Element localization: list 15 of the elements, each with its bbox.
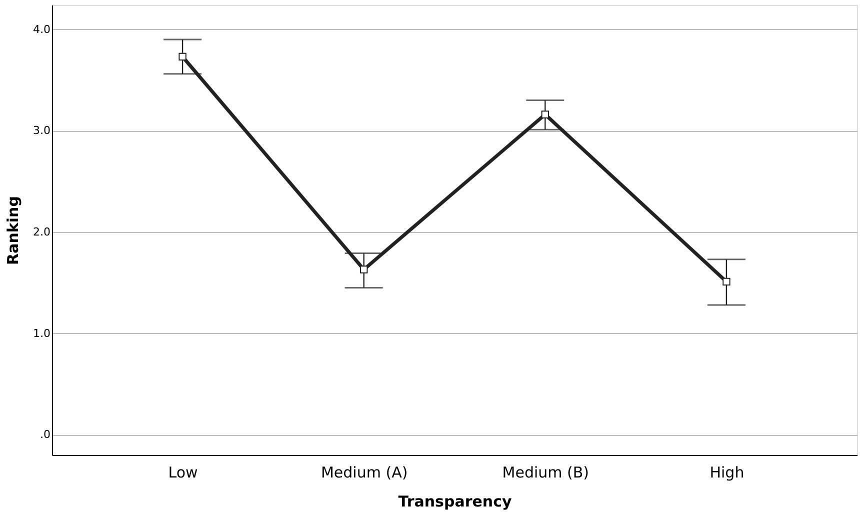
y-tick-label: 2.0 bbox=[33, 226, 50, 239]
x-tick-label: Low bbox=[168, 464, 198, 482]
point bbox=[541, 110, 550, 118]
x-axis-title: Transparency bbox=[398, 492, 512, 510]
point bbox=[360, 266, 368, 274]
y-tick-label: 4.0 bbox=[33, 22, 50, 36]
x-tick-label: Medium (A) bbox=[320, 464, 408, 482]
y-tick-label: .0 bbox=[40, 428, 50, 442]
x-tick-label: Medium (B) bbox=[502, 464, 590, 482]
x-tick-label: High bbox=[710, 464, 744, 482]
y-axis-title: Ranking bbox=[4, 196, 22, 265]
point bbox=[178, 52, 186, 61]
point bbox=[722, 278, 730, 286]
y-tick-label: 1.0 bbox=[33, 326, 50, 340]
y-tick-label: 3.0 bbox=[33, 124, 50, 138]
